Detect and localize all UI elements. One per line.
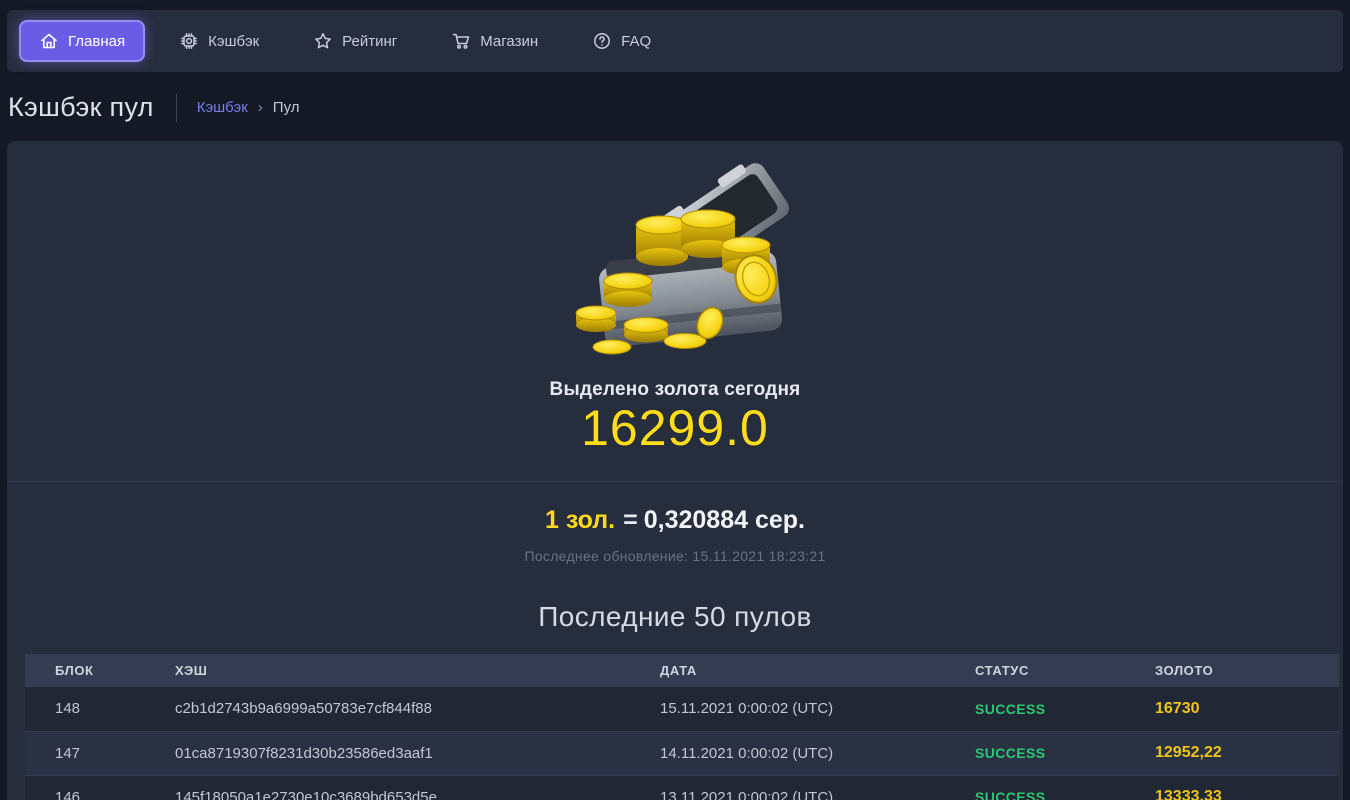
main-panel: Выделено золота сегодня 16299.0 1 зол. = 0…	[7, 141, 1343, 800]
breadcrumb: Кэшбэк › Пул	[197, 99, 300, 116]
cell-block: 148	[25, 687, 145, 732]
cell-status: SUCCESS	[945, 731, 1125, 776]
table-header-row: БЛОК ХЭШ ДАТА СТАТУС ЗОЛОТО	[25, 654, 1339, 687]
allocated-gold-label: Выделено золота сегодня	[549, 379, 801, 400]
gold-case-image	[550, 163, 800, 363]
column-header-hash: ХЭШ	[145, 654, 630, 687]
star-icon	[315, 33, 332, 49]
nav-item-shop[interactable]: Магазин	[431, 20, 558, 62]
table-row: 147 01ca8719307f8231d30b23586ed3aaf1 14.…	[25, 731, 1339, 776]
cell-hash: 01ca8719307f8231d30b23586ed3aaf1	[145, 731, 630, 776]
breadcrumb-divider	[175, 93, 177, 122]
cell-hash: 145f18050a1e2730e10c3689bd653d5e	[145, 775, 630, 800]
cell-hash: c2b1d2743b9a6999a50783e7cf844f88	[145, 687, 630, 732]
question-icon	[594, 33, 611, 49]
section-divider	[7, 481, 1343, 482]
breadcrumb-separator-icon: ›	[257, 99, 263, 116]
nav-item-home[interactable]: Главная	[19, 20, 146, 62]
nav-label: Главная	[68, 32, 126, 50]
cell-block: 147	[25, 731, 145, 776]
cell-block: 146	[25, 775, 145, 800]
chip-icon	[181, 33, 198, 49]
cell-status: SUCCESS	[945, 687, 1125, 732]
pools-section-title: Последние 50 пулов	[538, 601, 812, 632]
cell-gold: 16730	[1125, 687, 1339, 732]
column-header-status: СТАТУС	[945, 654, 1125, 687]
last-update-timestamp: Последнее обновление: 15.11.2021 18:23:2…	[524, 548, 826, 564]
table-row: 148 c2b1d2743b9a6999a50783e7cf844f88 15.…	[25, 687, 1339, 732]
cell-date: 15.11.2021 0:00:02 (UTC)	[630, 687, 945, 732]
page-title: Кэшбэк пул	[8, 92, 154, 122]
nav-label: Магазин	[480, 32, 539, 50]
home-icon	[41, 33, 57, 49]
exchange-rate: 1 зол. = 0,320884 сер.	[7, 506, 1343, 535]
cell-gold: 13333,33	[1125, 775, 1339, 800]
nav-item-rating[interactable]: Рейтинг	[293, 20, 417, 62]
cart-icon	[453, 33, 470, 49]
column-header-block: БЛОК	[25, 654, 145, 687]
breadcrumb-link-cashback[interactable]: Кэшбэк	[196, 99, 248, 116]
column-header-date: ДАТА	[630, 654, 945, 687]
rate-equals-sign: =	[623, 506, 638, 534]
cell-date: 13.11.2021 0:00:02 (UTC)	[630, 775, 945, 800]
pools-table: БЛОК ХЭШ ДАТА СТАТУС ЗОЛОТО 148 c2b1d274…	[25, 654, 1339, 800]
top-navbar: Главная Кэшбэк Рейтинг Магазин FAQ	[7, 10, 1343, 72]
pool-hero: Выделено золота сегодня 16299.0	[7, 163, 1343, 453]
nav-item-cashback[interactable]: Кэшбэк	[159, 20, 279, 62]
breadcrumb-current: Пул	[272, 99, 300, 116]
rate-gold-value: 1 зол.	[545, 506, 616, 534]
table-row: 146 145f18050a1e2730e10c3689bd653d5e 13.…	[25, 775, 1339, 800]
nav-label: Кэшбэк	[208, 32, 260, 50]
cell-date: 14.11.2021 0:00:02 (UTC)	[630, 731, 945, 776]
cell-gold: 12952,22	[1125, 731, 1339, 776]
page-header: Кэшбэк пул Кэшбэк › Пул	[0, 72, 1350, 141]
cell-status: SUCCESS	[945, 775, 1125, 800]
column-header-gold: ЗОЛОТО	[1125, 654, 1339, 687]
nav-label: Рейтинг	[342, 32, 398, 50]
nav-item-faq[interactable]: FAQ	[572, 20, 671, 62]
nav-label: FAQ	[621, 32, 652, 50]
allocated-gold-amount: 16299.0	[581, 400, 769, 456]
rate-silver-value: 0,320884 сер.	[643, 506, 805, 534]
